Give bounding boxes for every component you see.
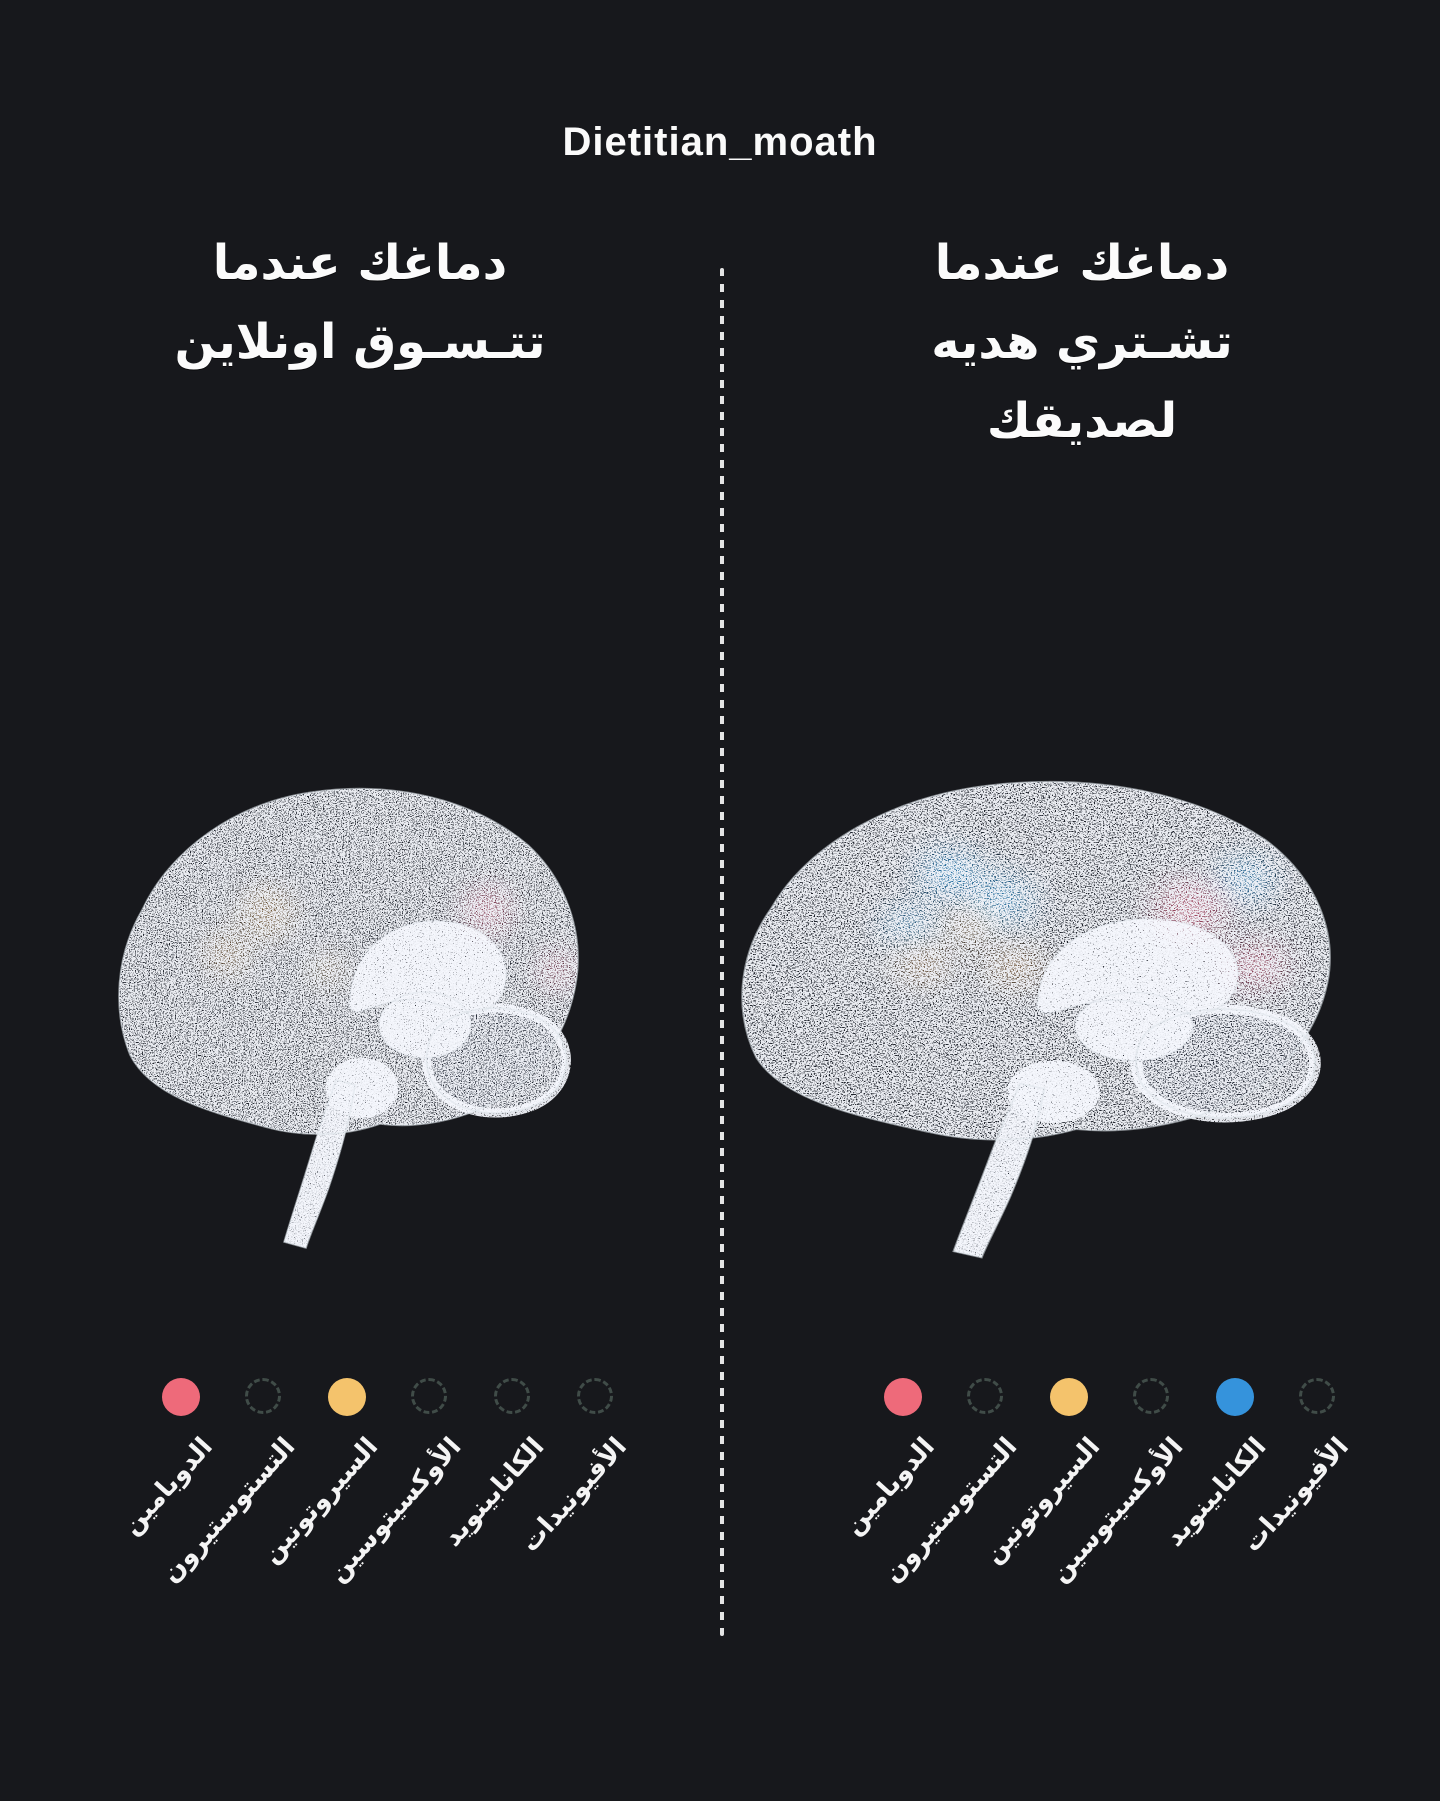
brain-svg (118, 787, 579, 1249)
brain-outline (741, 780, 1331, 1259)
legend-label: الأوكسيتوسين (1044, 1432, 1190, 1589)
legend-label: الأفيونيدات (1237, 1432, 1356, 1559)
legend-dot-dashed (967, 1378, 1003, 1414)
brain-stipple (118, 788, 579, 1248)
legend-label: الكانابينويد (437, 1432, 551, 1553)
legend-item-oxytocin: الأوكسيتوسين (322, 1378, 467, 1588)
right-heading: دماغك عندما تشـتري هديه لصديقك (722, 224, 1440, 461)
legend-label: الكانابينويد (1159, 1432, 1273, 1553)
legend-label: السيروتونين (978, 1432, 1107, 1570)
legend-item-opioids: الأفيونيدات (1238, 1378, 1355, 1558)
divider-dashed-line (720, 268, 724, 1636)
legend-label: الدوبامين (116, 1432, 219, 1541)
heading-line: تشـتري هديه (931, 314, 1233, 370)
heading-line: دماغك عندما (934, 235, 1230, 291)
page-title: Dietitian_moath (562, 120, 878, 164)
legend-item-testosterone: التستوستيرون (156, 1378, 301, 1589)
legend-dot-filled (1216, 1378, 1254, 1416)
left-heading: دماغك عندما تتـسـوق اونلاين (0, 224, 720, 382)
legend-item-serotonin: السيروتونين (978, 1378, 1106, 1569)
legend-label: التستوستيرون (155, 1432, 302, 1589)
right-brain-illustration (718, 690, 1358, 1270)
legend-label: الأوكسيتوسين (322, 1432, 468, 1589)
legend-dot-filled (884, 1378, 922, 1416)
legend-dot-filled (328, 1378, 366, 1416)
brain-svg (741, 780, 1331, 1259)
legend-label: السيروتونين (256, 1432, 385, 1570)
left-brain-illustration (100, 700, 600, 1260)
legend-dot-dashed (577, 1378, 613, 1414)
legend-dot-filled (1050, 1378, 1088, 1416)
legend-item-opioids: الأفيونيدات (516, 1378, 633, 1558)
legend-dot-dashed (245, 1378, 281, 1414)
legend-dot-dashed (1299, 1378, 1335, 1414)
brain-inner-outline (348, 920, 507, 1059)
legend-label: الأفيونيدات (515, 1432, 634, 1559)
legend-item-cannabinoid: الكانابينويد (1160, 1378, 1272, 1553)
brain-outline (118, 787, 579, 1249)
legend-dot-dashed (494, 1378, 530, 1414)
heading-line: لصديقك (986, 393, 1178, 449)
legend-dot-filled (162, 1378, 200, 1416)
brain-inner-outline (1035, 918, 1239, 1062)
heading-line: تتـسـوق اونلاين (174, 314, 546, 370)
legend-item-oxytocin: الأوكسيتوسين (1044, 1378, 1189, 1588)
legend-item-dopamine: الدوبامين (116, 1378, 218, 1541)
legend-dot-dashed (1133, 1378, 1169, 1414)
legend-item-serotonin: السيروتونين (256, 1378, 384, 1569)
legend-dot-dashed (411, 1378, 447, 1414)
legend-item-cannabinoid: الكانابينويد (438, 1378, 550, 1553)
legend-label: التستوستيرون (877, 1432, 1024, 1589)
panel-gift-for-friend: دماغك عندما تشـتري هديه لصديقك (722, 0, 1440, 1801)
brain-stipple (742, 781, 1330, 1258)
legend-item-dopamine: الدوبامين (838, 1378, 940, 1541)
heading-line: دماغك عندما (212, 235, 508, 291)
legend-item-testosterone: التستوستيرون (878, 1378, 1023, 1589)
legend-label: الدوبامين (838, 1432, 941, 1541)
panel-online-shopping: دماغك عندما تتـسـوق اونلاين (0, 224, 720, 1589)
